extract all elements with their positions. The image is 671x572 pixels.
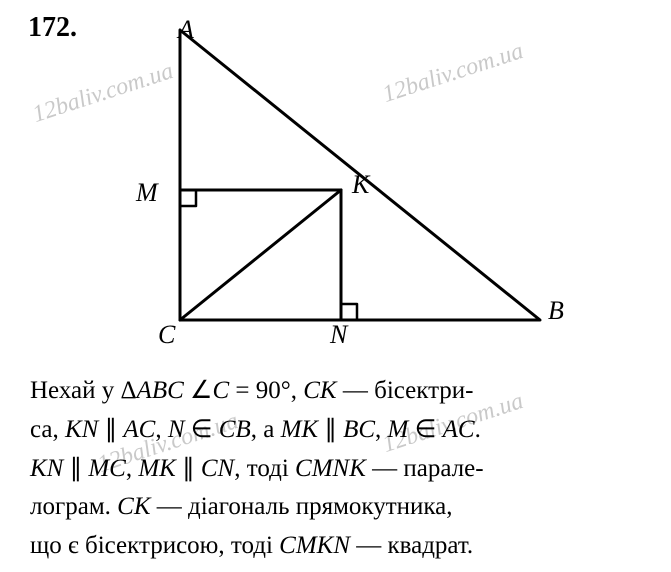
geometry-diagram <box>120 20 560 350</box>
vertex-label-b: B <box>548 296 564 326</box>
problem-number: 172. <box>28 12 77 44</box>
solution-text: Нехай у ΔABC ∠C = 90°, CK — бісектри- са… <box>30 372 640 566</box>
solution-line-3: KN ∥ MC, MK ∥ CN, тоді CMNK — парале- <box>30 450 640 489</box>
vertex-label-m: M <box>136 178 158 208</box>
solution-line-2: са, KN ∥ AC, N ∈ CB, а MK ∥ BC, M ∈ AC. <box>30 411 640 450</box>
vertex-label-n: N <box>330 320 347 350</box>
vertex-label-k: K <box>352 170 369 200</box>
solution-line-4: лограм. CK — діагональ прямокутника, <box>30 488 640 527</box>
solution-line-1: Нехай у ΔABC ∠C = 90°, CK — бісектри- <box>30 372 640 411</box>
vertex-label-a: A <box>178 15 194 45</box>
vertex-label-c: C <box>158 320 175 350</box>
solution-line-5: що є бісектрисою, тоді CMKN — квадрат. <box>30 527 640 566</box>
